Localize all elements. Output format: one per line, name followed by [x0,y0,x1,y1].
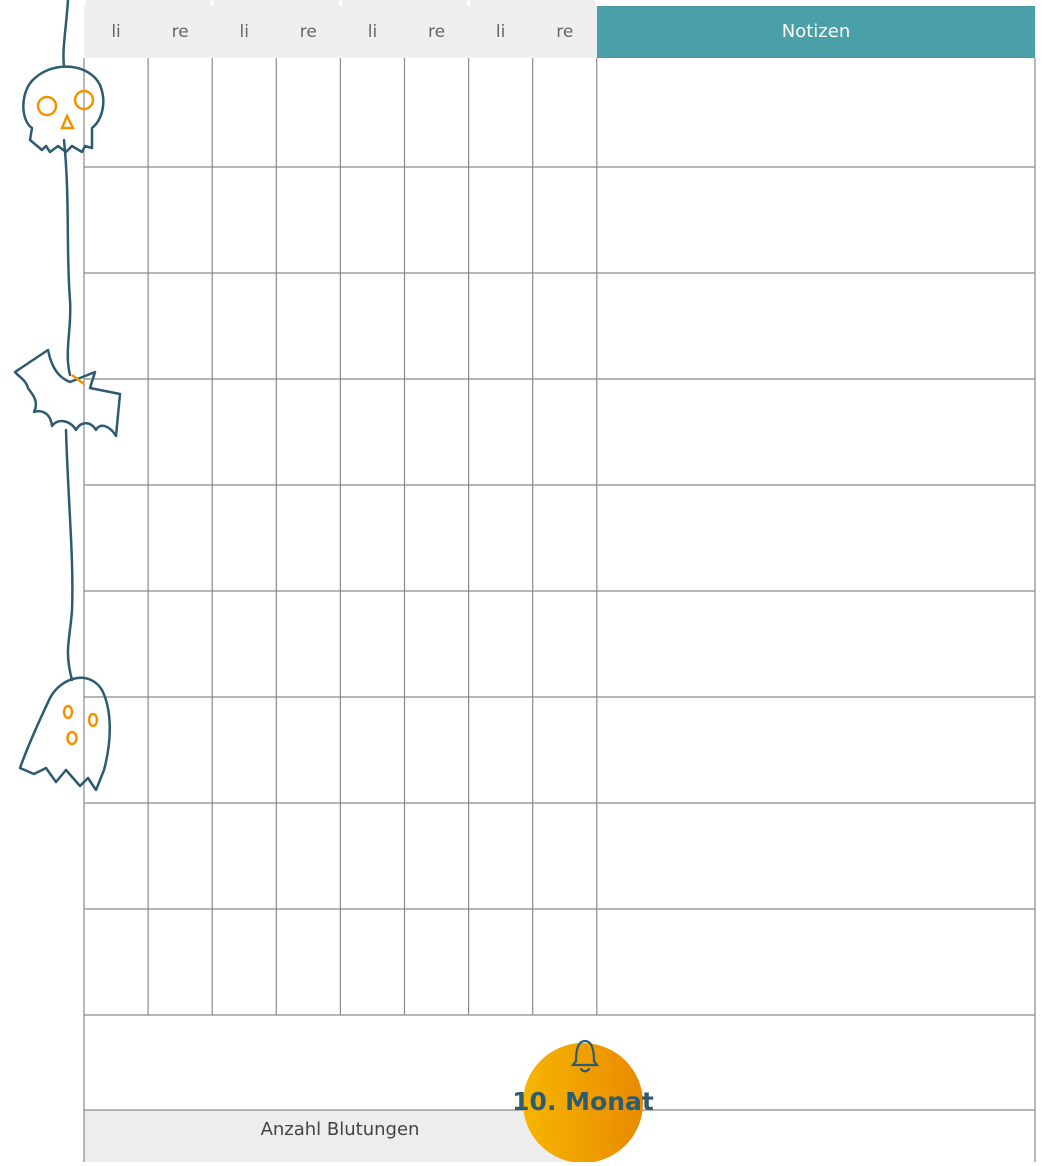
header-label: re [172,22,189,42]
header-label: re [300,22,317,42]
footer-label: Anzahl Blutungen [261,1119,420,1140]
header-label: li [496,22,505,42]
badge-label: 10. Monat [512,1087,654,1116]
table-grid: li re li re li re li re [84,0,1035,1162]
page: li re li re li re li re Notizen Anzahl Blutunge… [0,0,1043,1162]
header-label: li [368,22,377,42]
header-label: li [111,22,120,42]
notes-header: Notizen [782,21,850,42]
header-label: re [428,22,445,42]
planner-sheet: li re li re li re li re Notizen Anzahl Blutunge… [0,0,1043,1162]
header-label: re [556,22,573,42]
header-label: li [240,22,249,42]
